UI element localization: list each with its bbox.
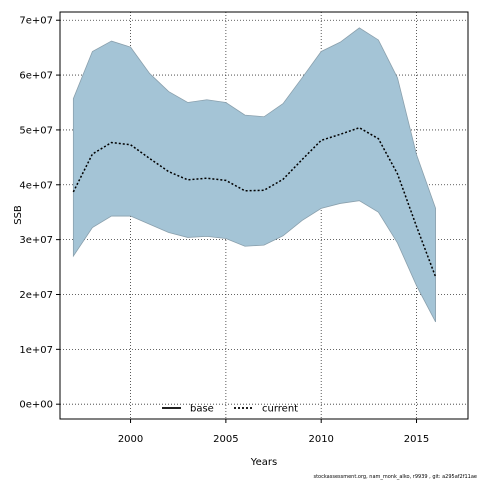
- axis-layer: 0e+00 1e+07 2e+07 3e+07 4e+07 5e+07 6e+07 7e+07…: [19, 16, 429, 445]
- y-tick-label: 0e+00: [19, 400, 53, 411]
- x-axis-label: Years: [250, 457, 277, 468]
- y-tick-label: 6e+07: [19, 71, 53, 82]
- footnote: stockassessment.org, nam_monk_alko, r993…: [313, 474, 477, 480]
- y-tick-label: 4e+07: [19, 180, 53, 191]
- x-tick-label: 2015: [404, 434, 429, 445]
- y-axis-label: SSB: [13, 205, 24, 225]
- x-tick-label: 2000: [118, 434, 143, 445]
- y-tick-label: 7e+07: [19, 16, 53, 27]
- y-tick-label: 1e+07: [19, 345, 53, 356]
- x-tick-label: 2005: [213, 434, 238, 445]
- series-line-current: [72, 126, 437, 278]
- plot-frame: [59, 11, 469, 420]
- series-line-layer: [72, 126, 437, 278]
- confidence-band-layer: [72, 27, 436, 323]
- y-tick-label: 5e+07: [19, 125, 53, 136]
- x-tick-label: 2010: [308, 434, 333, 445]
- legend: base current: [162, 404, 298, 415]
- confidence-band: [72, 27, 436, 323]
- legend-label-base: base: [190, 404, 214, 415]
- y-tick-label: 2e+07: [19, 290, 53, 301]
- y-tick-label: 3e+07: [19, 235, 53, 246]
- legend-label-current: current: [262, 404, 298, 415]
